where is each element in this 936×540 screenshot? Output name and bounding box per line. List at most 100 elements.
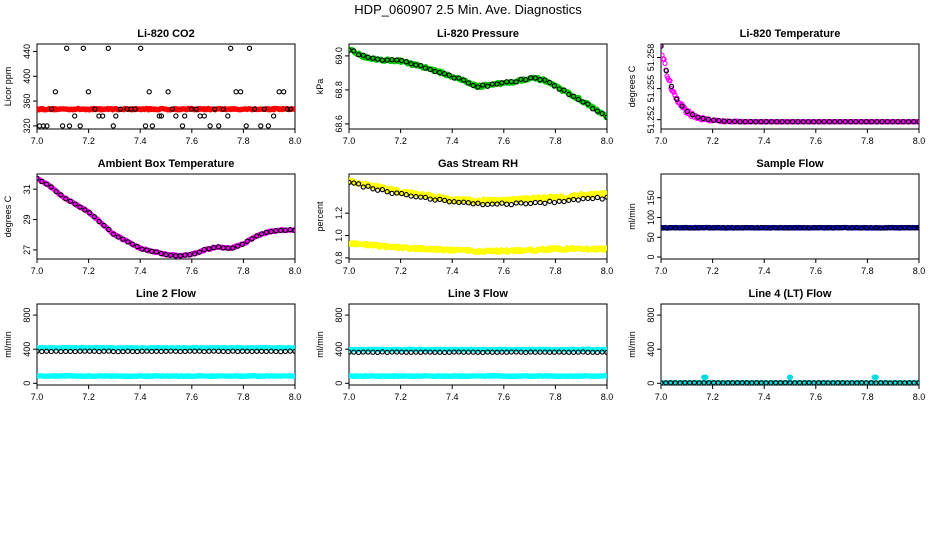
data-point [465,349,472,355]
panel-title: Li-820 CO2 [137,28,194,40]
data-point [682,225,688,231]
data-point [192,251,198,257]
series-line-2-averaged [37,348,295,355]
data-point [706,225,712,231]
data-point [179,123,186,129]
data-point [537,349,543,355]
data-point [668,83,675,90]
data-point [292,348,295,355]
data-point [873,374,879,380]
data-point [768,225,774,231]
data-point [916,119,919,125]
x-tick-label: 7.2 [82,392,95,402]
data-layer [37,175,295,259]
data-point [398,57,405,64]
data-point [251,106,258,112]
data-point [451,75,457,81]
y-tick-label: 68.8 [334,81,344,99]
y-tick-label: 31 [22,184,32,194]
data-point [854,224,860,231]
data-point [499,200,505,206]
data-point [774,119,780,125]
data-point [916,380,919,385]
y-tick-label: 1.0 [334,229,344,242]
x-tick-label: 7.6 [810,266,823,276]
data-point [768,119,775,125]
data-point [258,231,265,237]
data-point [853,119,859,125]
data-point [206,348,212,354]
data-point [187,348,193,354]
data-point [744,225,750,231]
x-tick-label: 7.8 [549,266,562,276]
x-tick-label: 8.0 [289,136,302,146]
data-point [270,113,277,119]
x-tick-label: 8.0 [601,266,614,276]
data-point [432,197,438,203]
data-point [679,103,685,109]
data-point [67,348,74,355]
data-point [465,200,472,206]
data-point [691,380,698,385]
data-point [243,123,249,129]
data-point [513,349,519,355]
data-point [691,225,698,231]
data-point [441,197,448,204]
data-point [720,225,726,231]
data-point [101,348,107,354]
data-point [513,200,519,206]
data-point [561,87,567,93]
panel-title: Line 4 (LT) Flow [749,288,832,300]
data-point [703,374,709,380]
y-tick-label: 0 [334,381,344,386]
data-point [863,380,870,385]
data-point [873,380,879,385]
data-point [585,195,591,202]
data-point [784,119,791,125]
data-point [830,380,836,385]
data-point [585,101,591,107]
data-point [258,123,264,129]
data-point [146,89,152,95]
data-point [169,106,175,112]
data-point [44,123,50,129]
data-point [53,348,59,354]
data-point [349,47,352,53]
data-point [835,224,841,231]
data-point [706,380,712,385]
data-point [67,198,74,204]
data-point [230,245,236,251]
x-tick-label: 7.2 [82,266,95,276]
data-point [99,113,106,119]
data-point [156,113,162,119]
data-point [580,195,586,202]
data-point [547,198,553,204]
data-point [705,116,712,123]
data-point [165,89,171,95]
panel-ambient: Ambient Box Temperature 7.0 7.2 7.4 7.6 7.8 8.… [3,158,301,276]
panel-sample_flow: Sample Flow 7.0 7.2 7.4 7.6 7.8 8.0 0 50 100 150 ml… [627,158,925,276]
data-point [394,349,400,355]
data-point [408,349,414,355]
data-point [696,380,702,385]
x-tick-label: 7.2 [82,136,95,146]
plot-frame [660,303,920,386]
data-point [284,106,291,112]
data-point [763,380,769,385]
data-point [77,204,83,210]
data-point [48,184,54,190]
data-point [413,62,419,68]
data-point [892,380,898,385]
y-tick-label: 150 [646,190,656,205]
data-point [604,194,607,200]
data-point [787,374,794,380]
data-point [763,119,769,125]
data-point [72,201,78,207]
data-point [489,349,495,355]
data-point [72,113,78,119]
data-point [470,201,476,207]
y-tick-label: 69.0 [334,47,344,65]
data-point [897,380,903,385]
y-tick-label: 0 [646,381,656,386]
data-point [696,225,702,231]
